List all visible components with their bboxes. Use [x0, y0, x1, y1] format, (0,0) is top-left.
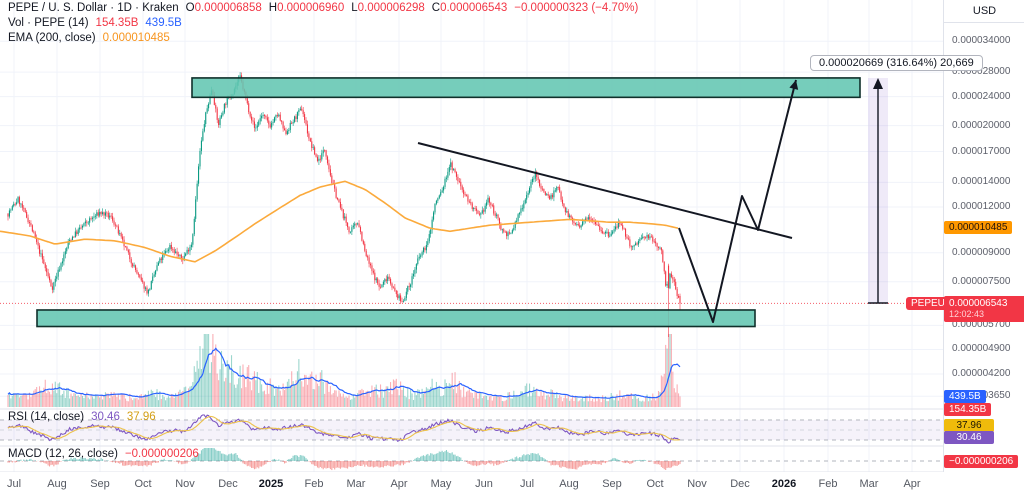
price-tick: 0.000004200: [952, 367, 1011, 379]
time-label: Mar: [346, 478, 366, 490]
macd-label: MACD (12, 26, close): [8, 448, 118, 460]
rsi-value: 30.46: [91, 411, 120, 423]
projection-arrowhead: [789, 80, 799, 90]
price-tick: 0.000005700: [952, 319, 1011, 331]
time-label: 2025: [258, 478, 284, 490]
rsi-legend-row[interactable]: RSI (14, close) 30.46 37.96: [8, 411, 156, 423]
price-tick: 0.000020000: [952, 119, 1011, 131]
rsi-axis-tag: 30.46: [944, 431, 994, 444]
ohlc-high: H0.000006960: [268, 2, 345, 14]
volume-ma-axis-tag: 154.35B: [944, 403, 992, 416]
ema-legend-row[interactable]: EMA (200, close) 0.000010485: [8, 32, 170, 44]
macd-value: −0.000000206: [124, 448, 199, 460]
rsi-ma-value: 37.96: [126, 411, 156, 423]
rsi-ma-axis-tag: 37.96: [944, 419, 994, 432]
time-label: Feb: [818, 478, 838, 490]
macd-legend-row[interactable]: MACD (12, 26, close) −0.000000206: [8, 448, 199, 460]
symbol-legend-row[interactable]: PEPE / U. S. Dollar · 1D · Kraken O0.000…: [8, 2, 638, 14]
time-label: May: [430, 478, 452, 490]
time-label: Jun: [475, 478, 493, 490]
time-label: Oct: [646, 478, 664, 490]
ema-label: EMA (200, close): [8, 32, 96, 44]
time-label: Dec: [730, 478, 750, 490]
time-label: Apr: [903, 478, 921, 490]
price-tick: 0.000014000: [952, 176, 1011, 188]
change-value: −0.000000323 (−4.70%): [514, 2, 639, 14]
time-label: Jul: [6, 478, 22, 490]
time-axis[interactable]: Jul Aug Sep Oct Nov Dec 2025 Feb Mar Apr May Jun Jul…: [0, 473, 1024, 496]
macd-axis-tag: −0.000000206: [944, 455, 1019, 468]
price-tick: 0.000004900: [952, 343, 1011, 355]
time-label: 2026: [771, 478, 797, 490]
currency-label: USD: [944, 0, 1024, 23]
ema-axis-tag: 0.000010485: [944, 221, 1013, 234]
volume-label: Vol · PEPE (14): [8, 17, 89, 29]
price-tick: 0.000028000: [952, 66, 1011, 78]
last-price-axis-tag: 0.000006543 12:02:43: [944, 296, 1024, 322]
ohlc-low: L0.000006298: [351, 2, 425, 14]
time-label: Aug: [47, 478, 67, 490]
time-label: Aug: [559, 478, 579, 490]
time-label: Sep: [90, 478, 110, 490]
supply_zone: [191, 77, 861, 99]
time-label: Dec: [218, 478, 238, 490]
time-label: Apr: [390, 478, 408, 490]
rsi-label: RSI (14, close): [8, 411, 85, 423]
measure-label: 0.000020669 (316.64%) 20,669: [810, 55, 983, 71]
price-tick: 0.000007500: [952, 275, 1011, 287]
demand_zone: [36, 309, 756, 328]
time-label: Feb: [304, 478, 324, 490]
last-price-value: 0.000006543: [949, 298, 1008, 309]
time-label: Nov: [175, 478, 195, 490]
symbol-title: PEPE / U. S. Dollar · 1D · Kraken: [8, 2, 179, 14]
price-tick: 0.000024000: [952, 90, 1011, 102]
ohlc-open: O0.000006858: [185, 2, 262, 14]
time-label: Oct: [134, 478, 152, 490]
ohlc-close: C0.000006543: [431, 2, 508, 14]
price-tick: 0.000012000: [952, 200, 1011, 212]
ema-value: 0.000010485: [102, 32, 170, 44]
time-label: Nov: [687, 478, 707, 490]
volume-ma-value: 154.35B: [95, 17, 139, 29]
price-tick: 0.000009000: [952, 246, 1011, 258]
time-label: Mar: [859, 478, 879, 490]
chart-canvas[interactable]: [0, 0, 1024, 472]
volume-legend-row[interactable]: Vol · PEPE (14) 154.35B 439.5B: [8, 17, 182, 29]
measure-arrowhead: [873, 78, 883, 89]
time-label: Sep: [602, 478, 622, 490]
volume-axis-tag: 439.5B: [944, 390, 986, 403]
price-tick: 0.000017000: [952, 145, 1011, 157]
price-tick: 0.000034000: [952, 35, 1011, 47]
bar-countdown: 12:02:43: [949, 309, 985, 319]
projection-path: [678, 79, 797, 323]
trendline: [417, 142, 793, 239]
volume-value: 439.5B: [145, 17, 182, 29]
time-label: Jul: [519, 478, 535, 490]
